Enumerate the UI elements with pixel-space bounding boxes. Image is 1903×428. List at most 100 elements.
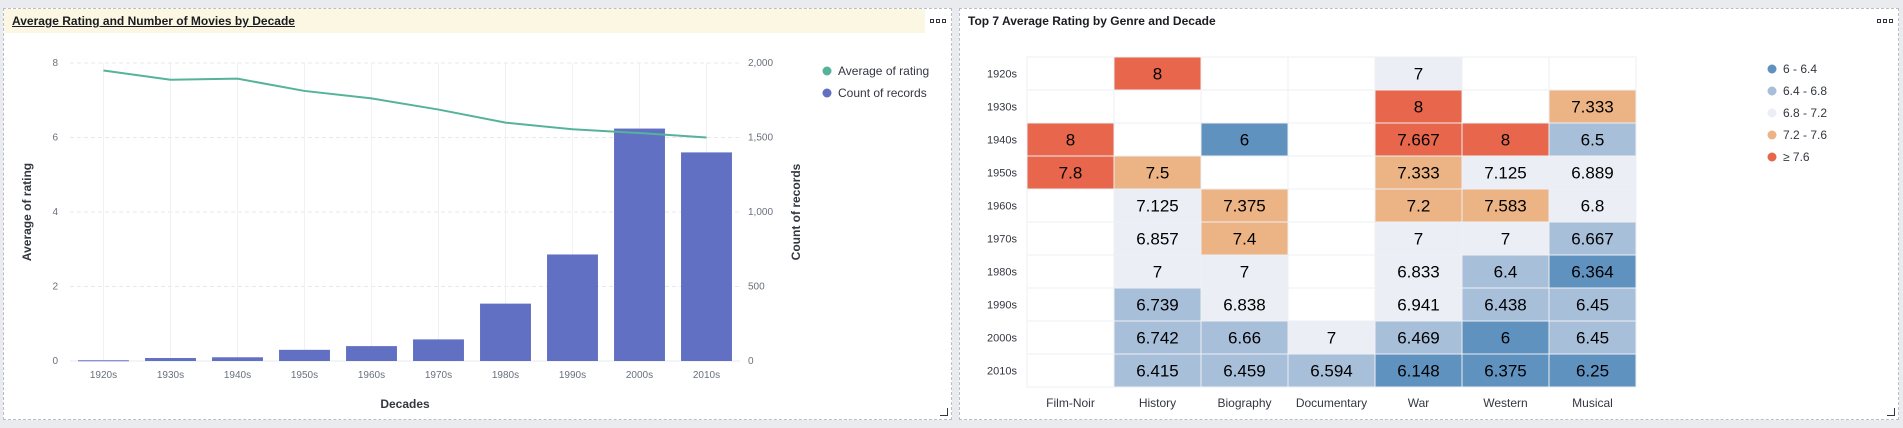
cell-value: 7 xyxy=(1240,263,1249,282)
heatmap-cell xyxy=(1461,155,1550,190)
heatmap-cell xyxy=(1200,56,1289,91)
column-label: Film-Noir xyxy=(1046,396,1095,410)
heatmap-cell xyxy=(1374,155,1463,190)
cell-value: 6.739 xyxy=(1136,296,1179,315)
heatmap-cell xyxy=(1374,188,1463,223)
row-label: 2010s xyxy=(987,366,1017,378)
legend-label: ≥ 7.6 xyxy=(1783,150,1810,164)
panel-options-icon[interactable] xyxy=(929,15,947,27)
cell-value: 6.148 xyxy=(1397,362,1440,381)
heatmap-cell xyxy=(1113,155,1202,190)
heatmap-cell xyxy=(1374,122,1463,157)
cell-value: 6.375 xyxy=(1484,362,1527,381)
legend-swatch xyxy=(822,88,832,98)
bar xyxy=(413,339,464,361)
row-label: 1980s xyxy=(987,267,1017,279)
heatmap-cell xyxy=(1287,254,1376,289)
resize-handle-icon[interactable] xyxy=(1887,408,1895,416)
resize-handle-icon[interactable] xyxy=(940,408,948,416)
bar xyxy=(480,303,531,361)
row-label: 1990s xyxy=(987,300,1017,312)
legend-swatch xyxy=(1767,64,1777,74)
heatmap-cell xyxy=(1026,254,1115,289)
heatmap-cell xyxy=(1548,254,1637,289)
x-tick-label: 1980s xyxy=(492,370,519,381)
heatmap-cell xyxy=(1548,188,1637,223)
heatmap-cell xyxy=(1026,221,1115,256)
heatmap-cell xyxy=(1113,353,1202,388)
column-label: Musical xyxy=(1572,396,1613,410)
panel-title: Top 7 Average Rating by Genre and Decade xyxy=(968,14,1216,28)
row-label: 1920s xyxy=(987,69,1017,81)
heatmap-cell xyxy=(1374,254,1463,289)
row-label: 1970s xyxy=(987,234,1017,246)
row-label: 1960s xyxy=(987,201,1017,213)
cell-value: 7.4 xyxy=(1233,230,1257,249)
heatmap-cell xyxy=(1026,188,1115,223)
legend-swatch xyxy=(1767,108,1777,118)
bar xyxy=(212,357,263,361)
y2-tick-label: 1,000 xyxy=(748,207,773,218)
heatmap-cell xyxy=(1287,353,1376,388)
heatmap-cell xyxy=(1200,188,1289,223)
cell-value: 7.2 xyxy=(1407,197,1431,216)
heatmap-cell xyxy=(1461,188,1550,223)
row-label: 2000s xyxy=(987,333,1017,345)
cell-value: 6.838 xyxy=(1223,296,1266,315)
heatmap-cell xyxy=(1026,155,1115,190)
legend-label: 6.8 - 7.2 xyxy=(1783,106,1827,120)
column-label: War xyxy=(1408,396,1430,410)
column-label: History xyxy=(1139,396,1176,410)
x-tick-label: 2010s xyxy=(693,370,720,381)
cell-value: 6 xyxy=(1240,131,1249,150)
heatmap-cell xyxy=(1374,221,1463,256)
heatmap-cell xyxy=(1287,221,1376,256)
heatmap-cell xyxy=(1200,122,1289,157)
heatmap-cell xyxy=(1200,155,1289,190)
cell-value: 7.5 xyxy=(1146,164,1170,183)
x-tick-label: 1990s xyxy=(559,370,586,381)
heatmap-cell xyxy=(1287,155,1376,190)
cell-value: 6.594 xyxy=(1310,362,1353,381)
cell-value: 7.333 xyxy=(1397,164,1440,183)
cell-value: 6.45 xyxy=(1576,296,1609,315)
heatmap-cell xyxy=(1374,353,1463,388)
x-tick-label: 1930s xyxy=(157,370,184,381)
cell-value: 6.469 xyxy=(1397,329,1440,348)
legend-swatch xyxy=(1767,130,1777,140)
legend-label: 6 - 6.4 xyxy=(1783,62,1817,76)
y2-tick-label: 0 xyxy=(748,356,754,367)
y2-tick-label: 500 xyxy=(748,282,765,293)
heatmap-cell xyxy=(1287,188,1376,223)
bar xyxy=(78,360,129,362)
bar xyxy=(614,128,665,361)
legend-label: Average of rating xyxy=(838,64,929,78)
y-tick-label: 4 xyxy=(52,207,58,218)
cell-value: 6.833 xyxy=(1397,263,1440,282)
x-tick-label: 1970s xyxy=(425,370,452,381)
heatmap-cell xyxy=(1026,320,1115,355)
cell-value: 8 xyxy=(1501,131,1510,150)
legend-label: Count of records xyxy=(838,86,927,100)
heatmap-cell xyxy=(1200,89,1289,124)
cell-value: 7.375 xyxy=(1223,197,1266,216)
heatmap-cell xyxy=(1374,56,1463,91)
cell-value: 6.45 xyxy=(1576,329,1609,348)
y2-tick-label: 2,000 xyxy=(748,58,773,69)
cell-value: 8 xyxy=(1066,131,1075,150)
legend-label: 7.2 - 7.6 xyxy=(1783,128,1827,142)
legend-swatch xyxy=(822,66,832,76)
cell-value: 7 xyxy=(1327,329,1336,348)
panel-title: Average Rating and Number of Movies by D… xyxy=(4,9,925,33)
heatmap-cell xyxy=(1287,287,1376,322)
heatmap-cell xyxy=(1548,353,1637,388)
y2-tick-label: 1,500 xyxy=(748,133,773,144)
heatmap-cell xyxy=(1026,287,1115,322)
panel-options-icon[interactable] xyxy=(1876,15,1894,27)
heatmap-cell xyxy=(1113,89,1202,124)
bar xyxy=(547,254,598,361)
cell-value: 6.415 xyxy=(1136,362,1179,381)
cell-value: 6.941 xyxy=(1397,296,1440,315)
legend-label: 6.4 - 6.8 xyxy=(1783,84,1827,98)
y-tick-label: 6 xyxy=(52,133,58,144)
